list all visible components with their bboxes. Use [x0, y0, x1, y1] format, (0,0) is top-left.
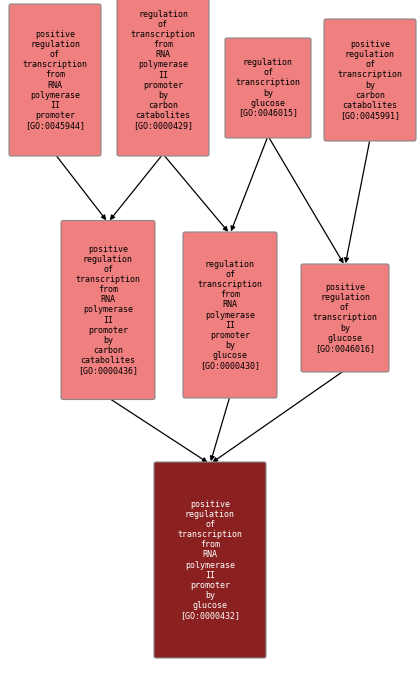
FancyBboxPatch shape	[154, 462, 266, 658]
Text: regulation
of
transcription
from
RNA
polymerase
II
promoter
by
carbon
catabolite: regulation of transcription from RNA pol…	[131, 10, 195, 130]
Text: positive
regulation
of
transcription
from
RNA
polymerase
II
promoter
by
glucose
: positive regulation of transcription fro…	[178, 501, 242, 620]
FancyBboxPatch shape	[117, 0, 209, 156]
FancyBboxPatch shape	[61, 221, 155, 400]
Text: regulation
of
transcription
by
glucose
[GO:0046015]: regulation of transcription by glucose […	[236, 59, 300, 118]
Text: regulation
of
transcription
from
RNA
polymerase
II
promoter
by
glucose
[GO:00004: regulation of transcription from RNA pol…	[197, 260, 262, 370]
FancyBboxPatch shape	[324, 19, 416, 141]
FancyBboxPatch shape	[301, 264, 389, 372]
Text: positive
regulation
of
transcription
by
glucose
[GO:0046016]: positive regulation of transcription by …	[312, 283, 378, 353]
FancyBboxPatch shape	[9, 4, 101, 156]
Text: positive
regulation
of
transcription
from
RNA
polymerase
II
promoter
by
carbon
c: positive regulation of transcription fro…	[76, 245, 141, 375]
Text: positive
regulation
of
transcription
from
RNA
polymerase
II
promoter
[GO:0045944: positive regulation of transcription fro…	[23, 30, 87, 129]
FancyBboxPatch shape	[225, 38, 311, 138]
FancyBboxPatch shape	[183, 232, 277, 398]
Text: positive
regulation
of
transcription
by
carbon
catabolites
[GO:0045991]: positive regulation of transcription by …	[338, 40, 402, 120]
